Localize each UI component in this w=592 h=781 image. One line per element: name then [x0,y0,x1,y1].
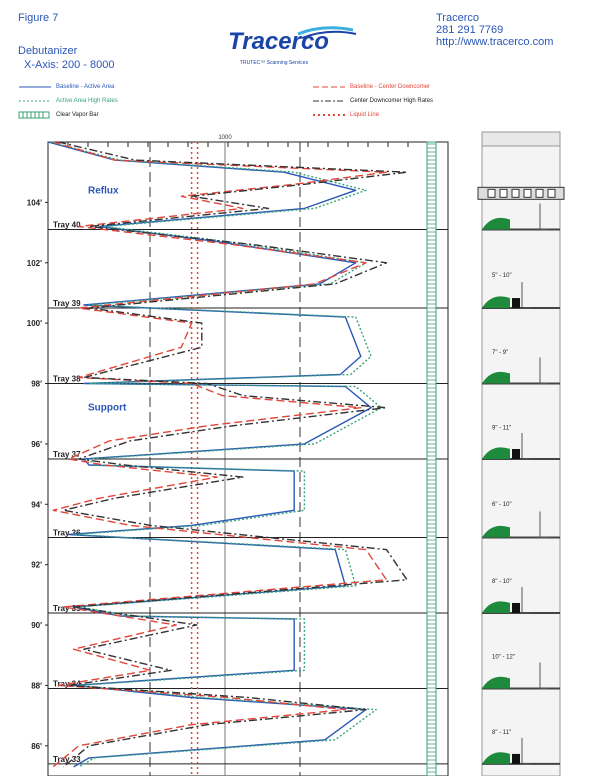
tray-spacing-label: 10" - 12" [492,655,515,661]
legend-swatch [313,86,345,88]
froth-zone [482,447,510,459]
x-tick-label: 1000 [218,135,232,141]
tray-spacing-label: 8" - 11" [492,730,511,736]
tray-label: Tray 39 [53,299,81,308]
y-tick-label: 86' [31,742,42,751]
legend-swatch [19,86,51,88]
series-line [58,141,408,768]
company-name: Tracerco [436,12,479,24]
logo-wordmark: Tracerco [228,28,329,55]
scan-chart-svg: 1000 Tray 40 Tray 39 Tray 38 Tray 37 Tray 36 T… [27,131,565,777]
logo-swoosh-icon [297,26,357,39]
website-url[interactable]: http://www.tracerco.com [436,36,554,48]
tray-spacing-label: 7" - 9" [492,350,508,356]
tracerco-logo: Tracerco TRUTEC™ Scanning Services [228,20,368,76]
tray-label: Tray 35 [53,604,81,613]
froth-zone [482,217,510,230]
tray-spacing-label: 9" - 11" [492,425,511,431]
legend-label: Baseline - Active Area [56,84,115,90]
downcomer-liquid [512,602,520,613]
x-axis-range: X-Axis: 200 - 8000 [24,59,115,71]
legend-item: Baseline - Active Area [18,83,114,91]
report-header: Figure 7 Debutanizer X-Axis: 200 - 8000 … [12,8,588,76]
tray-spacing-label: 5" - 10" [492,273,512,279]
legend-label: Active Area High Rates [56,98,118,104]
distributor-hole [487,188,496,198]
legend: Baseline - Active Area Active Area High R… [12,79,588,129]
distributor-hole [499,188,508,198]
legend-item: Liquid Line [312,111,379,119]
tray-spacing-label: 6" - 10" [492,502,512,508]
y-tick-label: 98' [31,380,42,389]
legend-label: Clear Vapor Bar [56,112,99,118]
tray-label: Tray 34 [53,679,81,688]
froth-zone [482,296,510,309]
y-tick-label: 88' [31,681,42,690]
y-tick-label: 94' [31,500,42,509]
distributor-hole [535,188,544,198]
tray-label: Tray 33 [53,755,81,764]
y-tick-label: 92' [31,561,42,570]
legend-label: Liquid Line [350,112,380,118]
logo-tagline: TRUTEC™ Scanning Services [240,60,309,66]
clear-vapor-bar [426,141,437,777]
tray-label: Tray 36 [53,528,81,537]
distributor-hole [511,188,520,198]
legend-label: Baseline - Center Downcomer [350,84,431,90]
legend-item: Center Downcomer High Rates [312,97,433,105]
legend-item: Active Area High Rates [18,97,118,105]
series-line [52,141,388,768]
scan-plot: 1000 Tray 40 Tray 39 Tray 38 Tray 37 Tray 36 T… [0,130,592,777]
legend-swatch [313,114,345,116]
tray-label: Tray 40 [53,221,81,230]
downcomer-liquid [512,753,520,764]
distributor-hole [523,188,532,198]
downcomer-liquid [512,298,520,309]
legend-item: Clear Vapor Bar [18,111,99,119]
legend-swatch [19,100,51,102]
y-tick-label: 104' [27,198,42,207]
froth-zone [482,676,510,689]
tray-label: Tray 37 [53,450,81,459]
legend-swatch [18,111,50,119]
downcomer-liquid [512,449,520,459]
contact-block: Tracerco 281 291 7769 http://www.tracerc… [436,12,553,48]
tray-spacing-label: 8" - 10" [492,579,512,585]
y-tick-label: 102' [27,259,42,268]
phone-number: 281 291 7769 [436,24,504,36]
tray-label: Tray 38 [53,375,81,384]
legend-swatch [313,100,345,102]
section-annotation: Support [88,403,127,414]
y-tick-label: 100' [27,319,42,328]
froth-zone [482,371,510,384]
column-top [481,131,561,147]
legend-item: Baseline - Center Downcomer [312,83,430,91]
section-annotation: Reflux [88,185,119,196]
legend-label: Center Downcomer High Rates [350,98,434,104]
y-tick-label: 96' [31,440,42,449]
figure-label: Figure 7 [18,12,59,24]
froth-zone [482,752,510,764]
froth-zone [482,601,510,613]
froth-zone [482,525,510,538]
y-tick-label: 90' [31,621,42,630]
distributor-hole [547,188,556,198]
column-name: Debutanizer [18,45,78,57]
